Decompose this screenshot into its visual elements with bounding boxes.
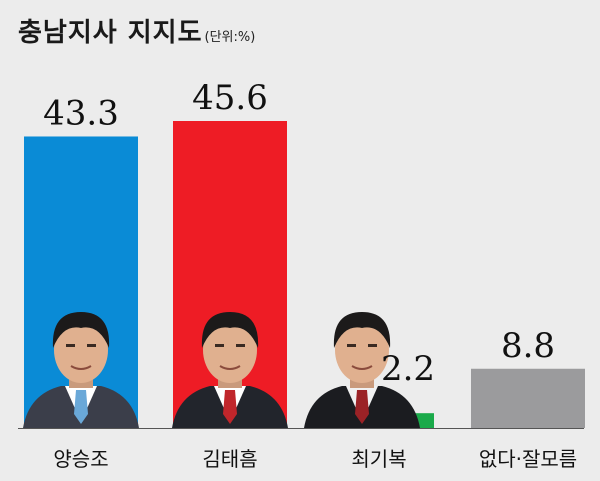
yang-seungjo-photo bbox=[23, 312, 139, 428]
portraits-layer bbox=[23, 312, 420, 428]
bars-layer bbox=[24, 121, 585, 428]
value-label-3: 2.2 bbox=[381, 349, 435, 389]
value-label-1: 43.3 bbox=[43, 93, 119, 133]
labels-layer: 43.3 양승조 45.6 김태흠 2.2 최기복 8.8 없다·잘모름 bbox=[43, 78, 577, 471]
category-label-3: 최기복 bbox=[351, 447, 406, 471]
kim-taeheum-photo bbox=[172, 312, 288, 428]
category-label-4: 없다·잘모름 bbox=[479, 447, 577, 471]
value-label-2: 45.6 bbox=[192, 78, 268, 118]
category-label-2: 김태흠 bbox=[202, 447, 257, 471]
unit-note: (단위:%) bbox=[204, 30, 256, 45]
choi-kibok-photo bbox=[304, 312, 420, 428]
bar-4 bbox=[471, 368, 585, 428]
chart-title: 충남지사 지지도 bbox=[18, 18, 203, 48]
chart-title-block: 충남지사 지지도 (단위:%) bbox=[18, 12, 255, 49]
category-label-1: 양승조 bbox=[53, 447, 108, 471]
value-label-4: 8.8 bbox=[501, 326, 555, 366]
